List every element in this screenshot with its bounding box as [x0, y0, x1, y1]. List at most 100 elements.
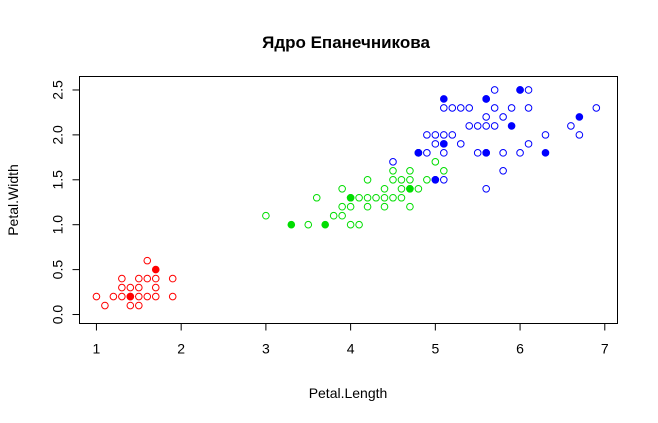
- data-point: [406, 202, 414, 211]
- y-tick-label: 2.5: [50, 80, 66, 100]
- x-tick-label: 2: [177, 341, 185, 357]
- x-tick-label: 4: [347, 341, 355, 357]
- data-point: [414, 184, 423, 193]
- y-tick-label: 2.0: [50, 125, 66, 145]
- data-point: [168, 274, 177, 283]
- data-point: [346, 202, 355, 211]
- data-point: [389, 175, 397, 184]
- data-point: [380, 202, 389, 211]
- plot-frame: [79, 76, 618, 324]
- data-point: [440, 175, 448, 184]
- data-point: [456, 104, 465, 112]
- data-point: [423, 149, 431, 157]
- data-point: [262, 211, 270, 220]
- data-point: [406, 167, 414, 175]
- data-point: [363, 175, 372, 184]
- data-point-filled: [287, 220, 296, 229]
- y-tick-label: 0.5: [50, 260, 66, 280]
- data-point-filled: [321, 220, 330, 229]
- data-point: [448, 131, 457, 139]
- series-1: [262, 149, 448, 229]
- data-point: [431, 140, 440, 148]
- data-point: [101, 301, 109, 310]
- data-point-filled: [482, 149, 490, 157]
- data-point: [431, 131, 440, 139]
- x-tick-label: 7: [601, 341, 609, 357]
- data-point: [465, 104, 474, 112]
- data-point: [516, 149, 524, 157]
- data-point: [423, 131, 431, 139]
- data-points: [92, 86, 601, 310]
- data-point: [567, 122, 575, 130]
- data-point: [389, 158, 397, 166]
- data-point: [440, 149, 448, 157]
- data-point: [126, 283, 135, 292]
- data-point: [363, 202, 372, 211]
- data-point: [397, 184, 406, 193]
- y-tick-label: 0.0: [50, 305, 66, 325]
- data-point: [482, 113, 490, 121]
- data-point: [135, 274, 143, 283]
- data-point: [118, 292, 126, 301]
- data-point: [304, 220, 313, 229]
- data-point: [431, 158, 440, 166]
- data-point: [338, 184, 346, 193]
- data-point: [465, 122, 474, 130]
- data-point: [380, 193, 389, 202]
- data-point-filled: [151, 265, 160, 274]
- data-point: [490, 122, 499, 130]
- data-point: [372, 193, 380, 202]
- data-point: [397, 175, 406, 184]
- data-point: [135, 292, 143, 301]
- data-point: [473, 122, 482, 130]
- data-point: [135, 301, 143, 310]
- data-point: [363, 193, 372, 202]
- y-tick-label: 1.5: [50, 170, 66, 190]
- x-axis-label: Petal.Length: [309, 385, 388, 401]
- data-point: [499, 113, 507, 121]
- data-point: [135, 283, 143, 292]
- data-point: [524, 104, 533, 112]
- y-tick-label: 1.0: [50, 215, 66, 235]
- data-point: [143, 292, 152, 301]
- data-point-filled: [482, 95, 490, 103]
- data-point: [490, 104, 499, 112]
- data-point: [92, 292, 101, 301]
- data-point-filled: [414, 149, 423, 157]
- data-point: [448, 104, 457, 112]
- data-point: [507, 104, 516, 112]
- chart-title: Ядро Епанечникова: [262, 33, 430, 52]
- x-axis: 1 2 3 4 5 6 7: [93, 323, 609, 357]
- data-point: [406, 175, 414, 184]
- data-point: [389, 193, 397, 202]
- data-point: [423, 175, 431, 184]
- data-point: [118, 283, 126, 292]
- data-point: [380, 184, 389, 193]
- data-point: [389, 167, 397, 175]
- data-point-filled: [406, 184, 414, 193]
- data-point-filled: [440, 95, 448, 103]
- data-point: [499, 149, 507, 157]
- data-point: [151, 274, 160, 283]
- data-point: [118, 274, 126, 283]
- data-point: [355, 193, 363, 202]
- data-point: [329, 211, 338, 220]
- data-point: [482, 122, 490, 130]
- data-point: [312, 193, 321, 202]
- x-tick-label: 6: [516, 341, 524, 357]
- data-point-filled: [575, 113, 584, 121]
- series-2: [389, 86, 601, 193]
- data-point: [482, 184, 490, 193]
- data-point: [499, 167, 507, 175]
- data-point-filled: [346, 193, 355, 202]
- data-point: [109, 292, 118, 301]
- data-point-filled: [507, 122, 516, 130]
- y-axis: 0.0 0.5 1.0 1.5 2.0 2.5: [50, 80, 80, 324]
- data-point-filled: [541, 149, 550, 157]
- series-0: [92, 256, 177, 310]
- data-point: [524, 140, 533, 148]
- data-point: [355, 220, 363, 229]
- data-point: [440, 104, 448, 112]
- data-point: [524, 86, 533, 94]
